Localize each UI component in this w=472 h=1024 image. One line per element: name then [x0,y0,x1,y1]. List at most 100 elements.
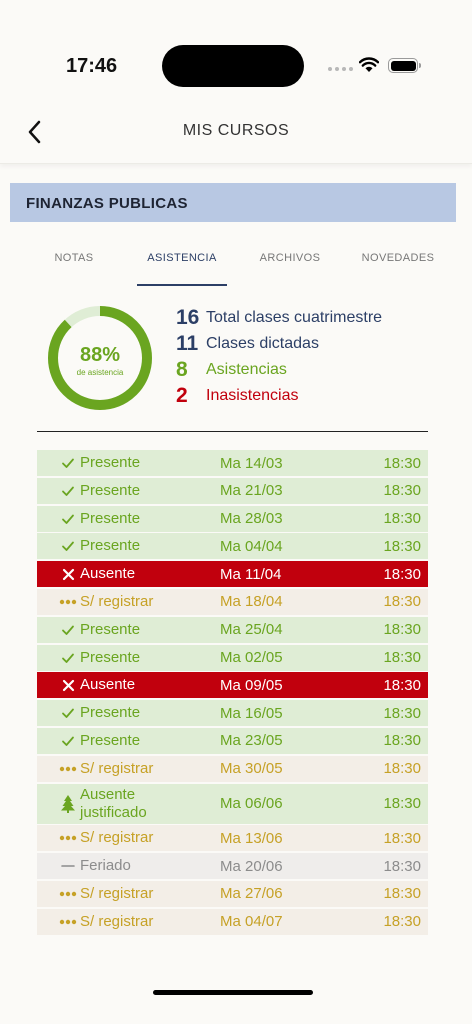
active-tab-indicator [137,284,227,286]
dash-icon [60,858,76,874]
attendance-date: Ma 04/07 [220,913,283,931]
attendance-time: 18:30 [383,537,421,555]
course-name: FINANZAS PUBLICAS [26,195,188,212]
attendance-time: 18:30 [383,795,421,813]
attendance-time: 18:30 [383,760,421,778]
attendance-row: S/ registrar Ma 30/05 18:30 [37,755,428,782]
dots-icon [58,914,78,930]
stat-number: 2 [176,384,188,407]
attendance-row: Ausente justificado Ma 06/06 18:30 [37,783,428,824]
attendance-date: Ma 06/06 [220,795,283,813]
tab-label: ASISTENCIA [147,252,217,264]
dots-icon [58,594,78,610]
tab-label: NOVEDADES [361,252,435,264]
stat-label: Clases dictadas [206,335,319,352]
attendance-time: 18:30 [383,593,421,611]
attendance-status: Ausente [80,676,136,694]
attendance-time: 18:30 [383,829,421,847]
wifi-icon [359,57,379,72]
page-title: MIS CURSOS [182,122,290,139]
stat-label: Inasistencias [206,387,299,404]
nav-header: MIS CURSOS [0,104,472,164]
attendance-date: Ma 14/03 [220,454,283,472]
tab-archivos[interactable]: ARCHIVOS [236,240,344,288]
tab-asistencia[interactable]: ASISTENCIA [128,240,236,288]
tab-notas[interactable]: NOTAS [20,240,128,288]
attendance-row: S/ registrar Ma 04/07 18:30 [37,908,428,935]
home-indicator[interactable] [153,990,313,995]
attendance-status: Ausente justificado [80,786,147,822]
attendance-status: Feriado [80,857,131,875]
attendance-row: Ausente Ma 09/05 18:30 [37,672,428,699]
attendance-status: S/ registrar [80,759,154,777]
attendance-status: Presente [80,731,141,749]
attendance-row: S/ registrar Ma 18/04 18:30 [37,588,428,615]
attendance-row: Presente Ma 23/05 18:30 [37,727,428,754]
attendance-time: 18:30 [383,565,421,583]
tab-novedades[interactable]: NOVEDADES [344,240,452,288]
attendance-status: Presente [80,481,141,499]
attendance-status: Ausente [80,565,136,583]
back-arrow-icon[interactable] [22,118,50,146]
attendance-date: Ma 18/04 [220,593,283,611]
section-divider [37,431,428,432]
stat-attendances: 8 Asistencias [176,357,382,383]
dynamic-island [162,45,304,87]
stat-absences: 2 Inasistencias [176,383,382,409]
stat-number: 11 [176,332,199,355]
attendance-row: Feriado Ma 20/06 18:30 [37,853,428,880]
stat-number: 16 [176,306,200,329]
status-time: 17:46 [66,55,118,77]
attendance-row: Presente Ma 14/03 18:30 [37,450,428,476]
attendance-time: 18:30 [383,510,421,528]
attendance-list: Presente Ma 14/03 18:30 Presente Ma 21/03 18:… [37,450,428,937]
attendance-status: Presente [80,704,141,722]
attendance-time: 18:30 [383,857,421,875]
attendance-status: Presente [80,620,141,638]
attendance-stats: 16 Total clases cuatrimestre 11 Clases d… [176,305,382,409]
attendance-row: Presente Ma 28/03 18:30 [37,505,428,532]
dots-icon [58,886,78,902]
battery-icon [388,58,421,73]
attendance-date: Ma 13/06 [220,829,283,847]
dots-icon [58,830,78,846]
cellular-signal-icon [328,66,354,72]
stat-classes-given: 11 Clases dictadas [176,331,382,357]
check-icon [60,455,76,471]
stat-label: Asistencias [206,361,287,378]
attendance-row: Presente Ma 21/03 18:30 [37,477,428,504]
check-icon [60,622,76,638]
stat-number: 8 [176,358,188,381]
attendance-donut: 88% de asistencia [46,304,154,412]
attendance-time: 18:30 [383,621,421,639]
attendance-status: Presente [80,454,141,471]
attendance-row: S/ registrar Ma 13/06 18:30 [37,825,428,852]
attendance-date: Ma 20/06 [220,857,283,875]
attendance-date: Ma 11/04 [220,565,282,583]
check-icon [60,705,76,721]
attendance-date: Ma 04/04 [220,537,283,555]
attendance-time: 18:30 [383,913,421,931]
x-icon [60,677,76,693]
attendance-percent-caption: de asistencia [76,368,124,377]
check-icon [60,511,76,527]
tab-label: NOTAS [54,252,94,264]
attendance-time: 18:30 [383,649,421,667]
status-bar: 17:46 [0,0,472,100]
attendance-date: Ma 23/05 [220,732,283,750]
attendance-row: S/ registrar Ma 27/06 18:30 [37,880,428,907]
attendance-date: Ma 28/03 [220,510,283,528]
attendance-date: Ma 21/03 [220,482,283,500]
check-icon [60,483,76,499]
attendance-status: S/ registrar [80,912,154,930]
attendance-time: 18:30 [383,454,421,472]
attendance-status-line: Ausente [80,785,136,803]
stat-total-classes: 16 Total clases cuatrimestre [176,305,382,331]
stat-label: Total clases cuatrimestre [206,309,383,326]
attendance-status: S/ registrar [80,592,154,610]
attendance-status: S/ registrar [80,884,154,902]
attendance-status-line: justificado [80,803,147,821]
attendance-time: 18:30 [383,704,421,722]
attendance-status: Presente [80,648,141,666]
tab-bar: NOTAS ASISTENCIA ARCHIVOS NOVEDADES [20,240,452,288]
